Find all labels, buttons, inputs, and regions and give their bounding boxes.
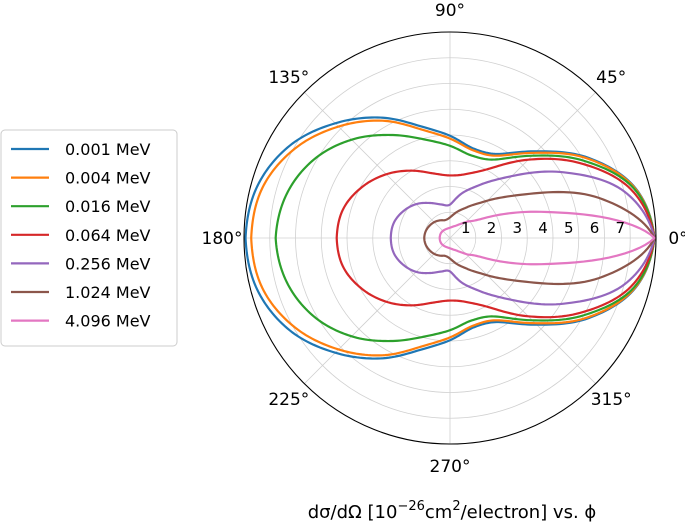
angle-tick-labels: 0° 45° 90° 135° 180° 225° 270° 315°	[202, 1, 685, 477]
legend-entry: 0.256 MeV	[65, 254, 151, 273]
angle-tick-label: 135°	[268, 68, 309, 88]
radial-tick-label: 6	[590, 219, 600, 237]
legend: 0.001 MeV 0.004 MeV 0.016 MeV 0.064 MeV 0.25…	[0, 129, 178, 347]
angle-tick-label: 0°	[668, 229, 685, 249]
legend-entry: 0.064 MeV	[65, 226, 151, 245]
radial-tick-label: 4	[538, 219, 548, 237]
legend-entry: 0.016 MeV	[65, 197, 151, 216]
radial-tick-label: 1	[461, 219, 471, 237]
series-line-2	[274, 133, 656, 343]
grid-spoke-315	[449, 237, 596, 384]
angle-tick-label: 45°	[596, 68, 626, 88]
x-axis-label: dσ/dΩ [10−26cm2/electron] vs. ϕ	[308, 499, 597, 523]
series-lines	[244, 116, 657, 360]
legend-entry: 1.024 MeV	[65, 283, 151, 302]
polar-grid	[244, 32, 656, 444]
radial-tick-label: 7	[616, 219, 626, 237]
series-line-0	[244, 116, 656, 360]
series-line-6	[438, 210, 657, 266]
angle-tick-label: 270°	[430, 457, 471, 477]
grid-spoke-135	[304, 92, 451, 239]
legend-entry: 4.096 MeV	[65, 312, 151, 331]
radial-tick-label: 5	[564, 219, 574, 237]
angle-tick-label: 225°	[268, 390, 309, 410]
series-line-3	[335, 157, 656, 319]
legend-entry: 0.001 MeV	[65, 140, 151, 159]
grid-spoke-225	[304, 237, 451, 384]
angle-tick-label: 315°	[591, 390, 632, 410]
angle-tick-label: 90°	[435, 1, 465, 21]
radial-tick-label: 2	[487, 219, 497, 237]
radial-tick-label: 3	[513, 219, 523, 237]
angle-tick-label: 180°	[202, 229, 243, 249]
series-line-5	[423, 190, 656, 286]
outer-circle	[243, 31, 657, 445]
series-line-4	[389, 170, 656, 306]
legend-entry: 0.004 MeV	[65, 169, 151, 188]
polar-axis	[243, 31, 657, 445]
grid-spoke-45	[449, 92, 596, 239]
series-line-1	[250, 119, 656, 357]
